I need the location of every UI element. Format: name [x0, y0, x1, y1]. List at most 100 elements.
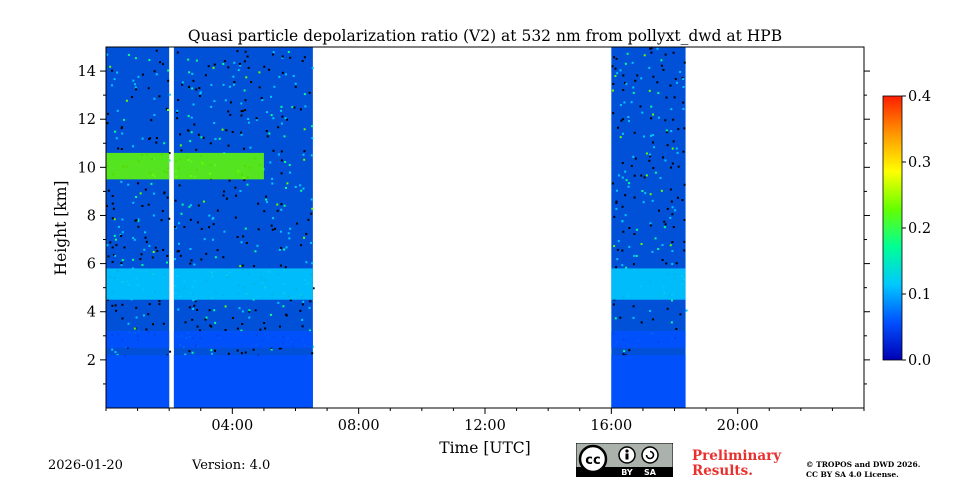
speckle-cell [163, 142, 166, 145]
speckle-cell [179, 133, 182, 136]
speckle-cell [265, 130, 268, 133]
speckle-cell [303, 150, 306, 153]
speckle-cell [135, 88, 138, 91]
speckle-cell [624, 214, 627, 217]
speckle-cell [127, 53, 130, 56]
speckle-cell [207, 65, 210, 68]
speckle-cell [270, 348, 273, 351]
speckle-cell [611, 89, 614, 92]
speckle-cell [238, 307, 241, 310]
speckle-cell [177, 98, 180, 101]
speckle-cell [244, 109, 247, 112]
speckle-cell [630, 101, 633, 104]
speckle-cell [228, 179, 231, 182]
speckle-cell [243, 179, 246, 182]
speckle-cell [645, 174, 648, 177]
speckle-cell [615, 189, 618, 192]
colorbar-tick-label: 0.3 [908, 155, 931, 171]
speckle-cell [213, 63, 216, 66]
speckle-cell [665, 131, 668, 134]
speckle-cell [133, 327, 136, 330]
speckle-cell [208, 214, 211, 217]
speckle-cell [241, 109, 244, 112]
speckle-cell [162, 322, 165, 325]
speckle-cell [165, 107, 168, 110]
speckle-cell [672, 226, 675, 229]
speckle-cell [628, 349, 631, 352]
speckle-cell [659, 177, 662, 180]
speckle-cell [270, 114, 273, 117]
speckle-cell [240, 110, 243, 113]
speckle-cell [615, 266, 618, 269]
speckle-cell [650, 105, 653, 108]
speckle-cell [626, 52, 629, 55]
speckle-cell [107, 298, 110, 301]
speckle-cell [265, 198, 268, 201]
speckle-cell [159, 61, 162, 64]
speckle-cell [654, 237, 657, 240]
speckle-cell [621, 161, 624, 164]
speckle-cell [657, 209, 660, 212]
speckle-cell [663, 220, 666, 223]
speckle-cell [272, 51, 275, 54]
speckle-cell [240, 133, 243, 136]
speckle-cell [289, 56, 292, 59]
speckle-cell [192, 79, 195, 82]
speckle-cell [666, 307, 669, 310]
speckle-cell [305, 261, 308, 264]
speckle-cell [176, 111, 179, 114]
speckle-cell [276, 203, 279, 206]
speckle-cell [132, 145, 135, 148]
speckle-cell [615, 207, 618, 210]
speckle-cell [641, 190, 644, 193]
speckle-cell [211, 352, 214, 355]
speckle-cell [632, 316, 635, 319]
x-tick-label: 20:00 [717, 418, 759, 434]
layer-near-surface [611, 355, 686, 408]
speckle-cell [240, 131, 243, 134]
speckle-cell [137, 225, 140, 228]
speckle-cell [683, 127, 686, 130]
speckle-cell [676, 151, 679, 154]
speckle-cell [111, 217, 114, 220]
speckle-cell [294, 85, 297, 88]
speckle-cell [639, 105, 642, 108]
speckle-cell [622, 353, 625, 356]
y-tick-label: 8 [87, 208, 96, 224]
speckle-cell [669, 216, 672, 219]
speckle-cell [213, 122, 216, 125]
speckle-cell [178, 184, 181, 187]
speckle-cell [663, 226, 666, 229]
speckle-cell [111, 304, 114, 307]
speckle-cell [625, 266, 628, 269]
cc-by-sa-badge[interactable]: cc BY SA [576, 443, 673, 477]
speckle-cell [121, 259, 124, 262]
speckle-cell [644, 192, 647, 195]
speckle-cell [131, 95, 134, 98]
speckle-cell [187, 85, 190, 88]
speckle-cell [143, 248, 146, 251]
speckle-cell [116, 71, 119, 74]
speckle-cell [211, 217, 214, 220]
speckle-cell [202, 200, 205, 203]
speckle-cell [248, 309, 251, 312]
speckle-cell [633, 254, 636, 257]
speckle-cell [162, 63, 165, 66]
speckle-cell [236, 235, 239, 238]
speckle-cell [135, 316, 138, 319]
speckle-cell [276, 209, 279, 212]
speckle-cell [664, 119, 667, 122]
speckle-cell [190, 259, 193, 262]
speckle-cell [286, 182, 289, 185]
speckle-cell [224, 305, 227, 308]
speckle-cell [283, 135, 286, 138]
speckle-cell [624, 81, 627, 84]
speckle-cell [109, 65, 112, 68]
speckle-cell [661, 156, 664, 159]
speckle-cell [119, 233, 122, 236]
speckle-cell [649, 222, 652, 225]
speckle-cell [622, 89, 625, 92]
speckle-cell [191, 72, 194, 75]
footer-date: 2026-01-20 [48, 458, 123, 473]
preliminary-line2: Results. [692, 463, 753, 479]
